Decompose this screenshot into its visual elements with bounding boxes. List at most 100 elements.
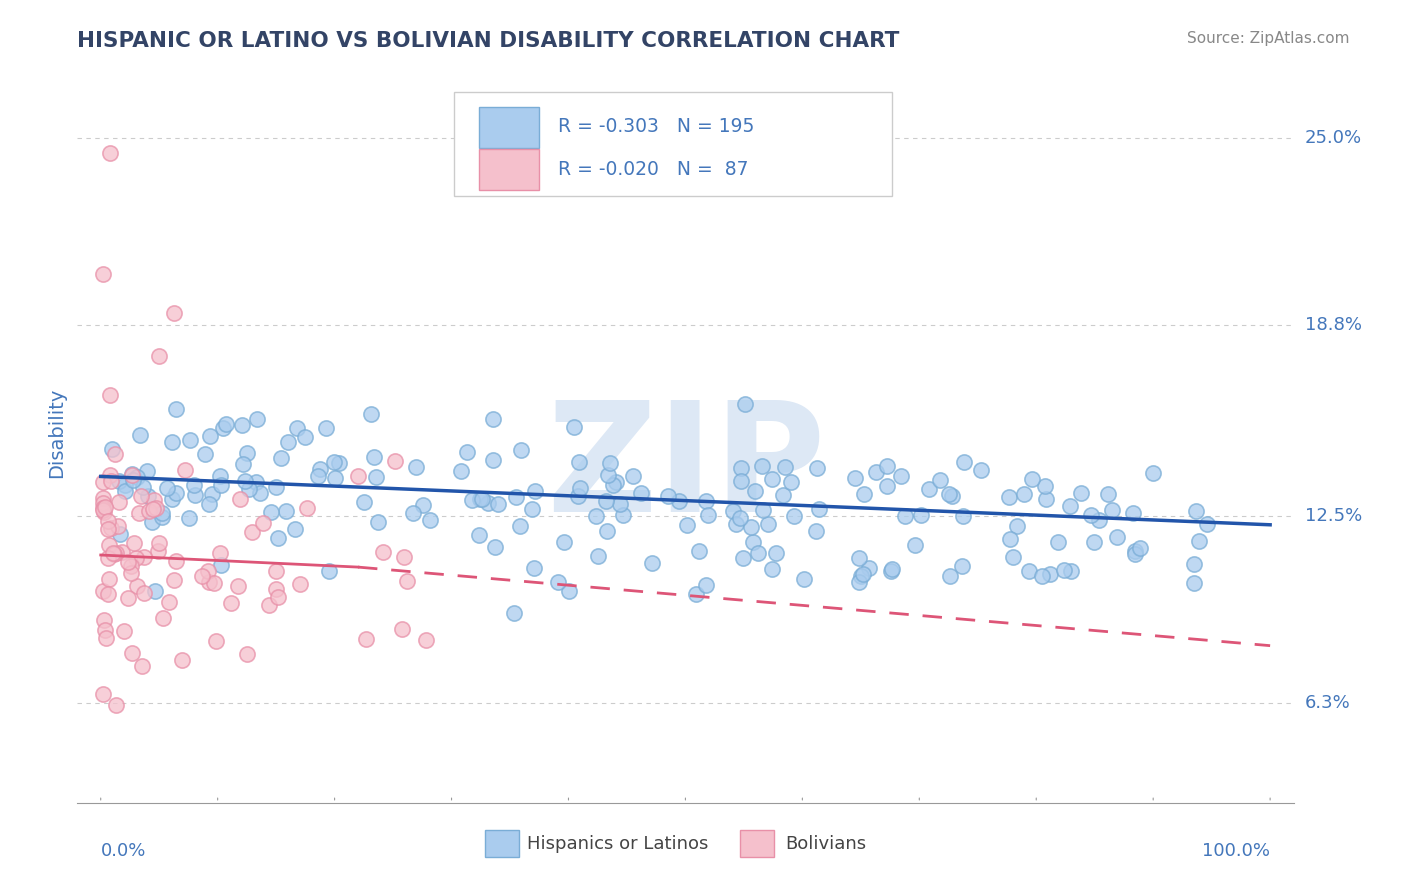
Point	[201, 487, 224, 501]
Point	[685, 587, 707, 601]
Point	[122, 535, 145, 549]
Point	[108, 526, 131, 541]
Point	[165, 401, 187, 416]
Point	[1039, 566, 1062, 581]
Point	[148, 536, 170, 550]
Point	[1083, 535, 1105, 549]
Point	[484, 540, 506, 554]
Point	[668, 493, 690, 508]
Point	[114, 484, 136, 499]
Point	[91, 267, 114, 281]
Point	[904, 538, 927, 552]
Point	[328, 456, 350, 470]
Point	[122, 473, 145, 487]
Point	[1185, 504, 1208, 518]
Point	[848, 575, 870, 590]
Point	[773, 460, 796, 475]
Point	[240, 524, 263, 539]
Point	[1142, 466, 1164, 480]
Point	[277, 435, 299, 450]
Point	[129, 489, 152, 503]
Point	[1129, 541, 1152, 555]
Point	[848, 551, 870, 566]
Point	[257, 598, 280, 612]
Point	[1002, 550, 1025, 565]
Text: R = -0.020   N =  87: R = -0.020 N = 87	[558, 160, 748, 178]
Point	[1018, 564, 1040, 578]
Point	[849, 568, 872, 582]
Point	[121, 646, 143, 660]
Point	[208, 546, 231, 560]
Point	[198, 575, 221, 590]
Point	[94, 500, 117, 515]
Point	[1125, 547, 1147, 561]
Point	[765, 545, 787, 559]
Point	[146, 544, 169, 558]
Point	[132, 480, 155, 494]
Point	[804, 524, 827, 538]
Point	[307, 469, 329, 483]
Point	[353, 494, 375, 508]
Point	[138, 504, 160, 518]
Point	[602, 477, 624, 491]
Point	[252, 516, 274, 530]
Point	[783, 509, 806, 524]
Point	[392, 549, 415, 564]
Point	[91, 491, 114, 505]
Text: HISPANIC OR LATINO VS BOLIVIAN DISABILITY CORRELATION CHART: HISPANIC OR LATINO VS BOLIVIAN DISABILIT…	[77, 31, 900, 51]
Point	[450, 465, 472, 479]
Point	[553, 535, 575, 549]
Point	[97, 538, 120, 552]
Point	[267, 531, 290, 545]
Point	[363, 450, 385, 464]
Point	[612, 508, 634, 522]
Point	[1088, 513, 1111, 527]
Point	[890, 469, 912, 483]
Point	[266, 479, 288, 493]
Text: Hispanics or Latinos: Hispanics or Latinos	[527, 835, 709, 853]
Point	[97, 514, 120, 528]
Point	[1080, 508, 1102, 523]
Point	[200, 429, 222, 443]
Point	[1195, 516, 1218, 531]
Point	[93, 505, 115, 519]
Point	[953, 455, 976, 469]
Text: 100.0%: 100.0%	[1202, 842, 1270, 860]
Point	[100, 521, 122, 535]
Point	[734, 397, 756, 411]
Point	[94, 623, 117, 637]
Point	[97, 551, 120, 566]
Point	[373, 545, 395, 559]
Point	[505, 491, 527, 505]
Point	[197, 497, 219, 511]
Point	[605, 475, 627, 489]
Point	[264, 565, 287, 579]
Point	[740, 520, 762, 534]
Point	[509, 442, 531, 457]
Point	[356, 632, 378, 646]
Point	[471, 491, 494, 506]
Point	[208, 469, 231, 483]
Text: ZIP: ZIP	[546, 395, 825, 544]
Point	[131, 659, 153, 673]
Point	[93, 613, 115, 627]
Point	[142, 492, 165, 507]
Point	[695, 578, 717, 592]
Point	[1059, 499, 1081, 513]
Point	[177, 510, 200, 524]
Point	[939, 569, 962, 583]
Point	[876, 479, 898, 493]
Point	[761, 561, 783, 575]
Point	[112, 624, 135, 639]
Point	[212, 421, 235, 435]
Point	[503, 606, 526, 620]
Point	[950, 558, 973, 573]
Point	[202, 575, 225, 590]
Point	[1101, 502, 1123, 516]
Point	[215, 417, 238, 431]
Point	[160, 491, 183, 506]
Point	[405, 459, 427, 474]
Point	[724, 516, 747, 531]
Point	[91, 496, 114, 510]
Point	[226, 579, 249, 593]
